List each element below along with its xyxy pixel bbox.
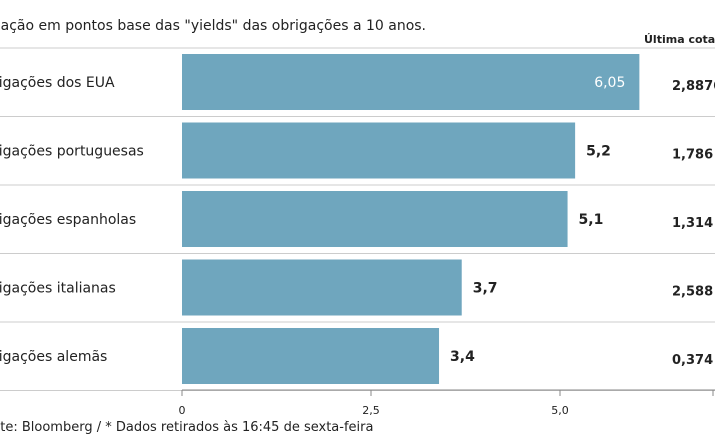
category-label: rigações italianas [0, 281, 116, 297]
category-label: rigações espanholas [0, 212, 136, 228]
last-quote-value: 1,786 [672, 148, 713, 163]
last-quote-column-header: Última cotaç [644, 33, 715, 46]
chart-source-note: nte: Bloomberg / * Dados retirados às 16… [0, 420, 374, 435]
chart-subtitle: riação em pontos base das "yields" das o… [0, 18, 427, 34]
category-label: rigações dos EUA [0, 75, 115, 91]
bar [182, 259, 462, 316]
last-quote-value: 0,374 [672, 353, 713, 368]
bar-value-label: 3,4 [450, 349, 475, 365]
bar-value-label: 5,2 [586, 144, 611, 160]
category-label: rigações alemãs [0, 349, 107, 365]
bar-value-label: 6,05 [594, 75, 625, 91]
x-tick-label: 0 [179, 404, 186, 417]
bar-value-label: 3,7 [473, 281, 498, 297]
last-quote-value: 1,314 [672, 216, 713, 231]
category-label: rigações portuguesas [0, 144, 144, 160]
bar [182, 122, 576, 179]
bar-value-label: 5,1 [579, 212, 604, 228]
last-quote-value: 2,8876 [672, 79, 715, 94]
x-tick-label: 2,5 [362, 404, 380, 417]
x-tick-label: 5,0 [551, 404, 569, 417]
bar [182, 328, 440, 384]
last-quote-value: 2,588 [672, 285, 713, 300]
bar [182, 54, 640, 110]
bar [182, 191, 568, 247]
